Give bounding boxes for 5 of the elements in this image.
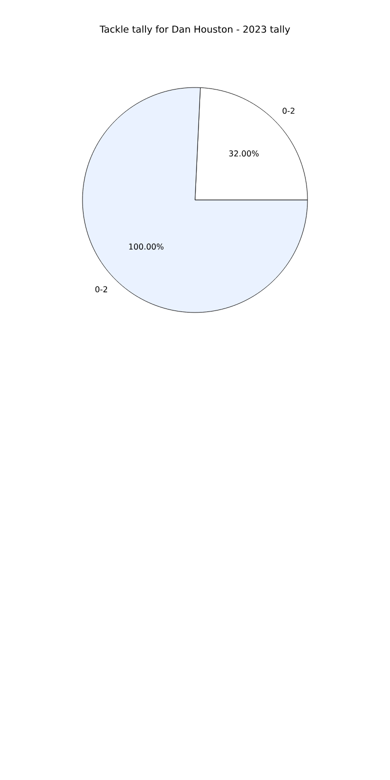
data-label: 100.00% bbox=[129, 244, 164, 250]
slice-label: 0-2 bbox=[95, 286, 108, 292]
slice-label: 0-2 bbox=[282, 108, 294, 114]
chart-title: Tackle tally for Dan Houston - 2023 tally bbox=[100, 25, 290, 35]
data-label: 32.00% bbox=[229, 150, 259, 156]
